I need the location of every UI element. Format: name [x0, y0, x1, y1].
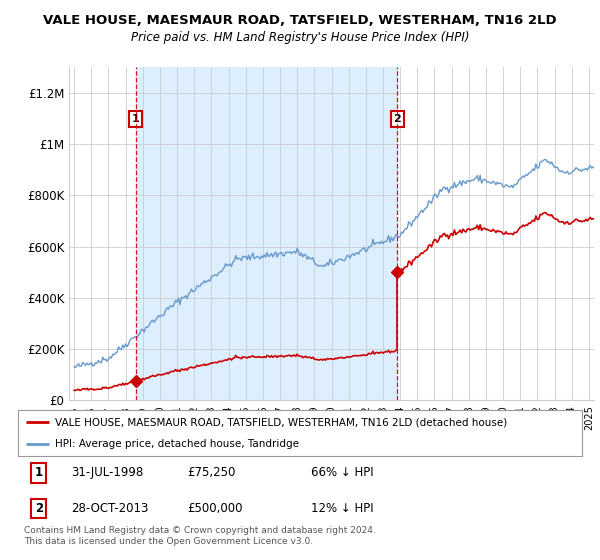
Text: 1: 1	[131, 114, 139, 124]
Text: 31-JUL-1998: 31-JUL-1998	[71, 466, 144, 479]
Text: VALE HOUSE, MAESMAUR ROAD, TATSFIELD, WESTERHAM, TN16 2LD: VALE HOUSE, MAESMAUR ROAD, TATSFIELD, WE…	[43, 14, 557, 27]
Text: £500,000: £500,000	[187, 502, 242, 515]
Text: VALE HOUSE, MAESMAUR ROAD, TATSFIELD, WESTERHAM, TN16 2LD (detached house): VALE HOUSE, MAESMAUR ROAD, TATSFIELD, WE…	[55, 417, 507, 427]
Text: Contains HM Land Registry data © Crown copyright and database right 2024.
This d: Contains HM Land Registry data © Crown c…	[24, 526, 376, 546]
Text: 28-OCT-2013: 28-OCT-2013	[71, 502, 149, 515]
Text: 12% ↓ HPI: 12% ↓ HPI	[311, 502, 374, 515]
Text: 2: 2	[35, 502, 43, 515]
Text: 2: 2	[394, 114, 401, 124]
Text: £75,250: £75,250	[187, 466, 236, 479]
Text: Price paid vs. HM Land Registry's House Price Index (HPI): Price paid vs. HM Land Registry's House …	[131, 31, 469, 44]
Bar	[136, 67, 397, 400]
Text: HPI: Average price, detached house, Tandridge: HPI: Average price, detached house, Tand…	[55, 439, 299, 449]
Text: 66% ↓ HPI: 66% ↓ HPI	[311, 466, 374, 479]
Text: 1: 1	[35, 466, 43, 479]
